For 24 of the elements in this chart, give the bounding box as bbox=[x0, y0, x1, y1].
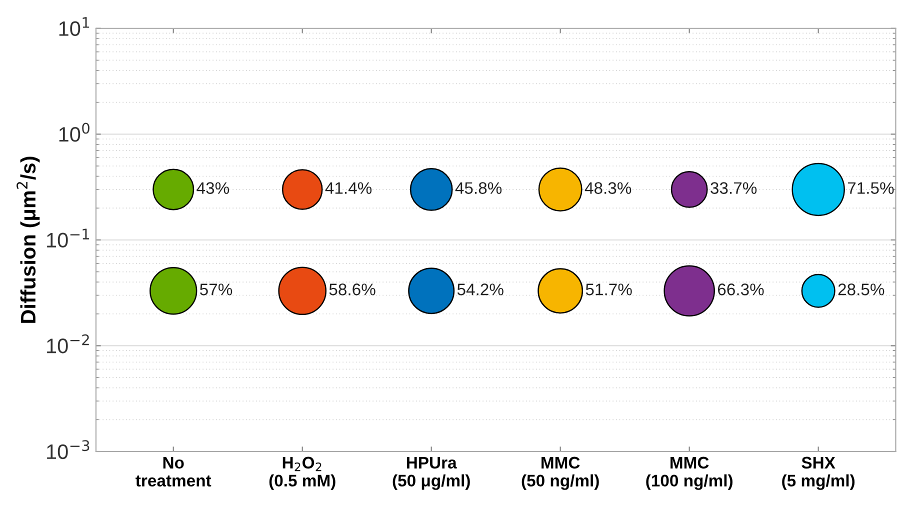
x-tick-label: SHX (5 mg/ml) bbox=[782, 456, 855, 490]
x-tick-label: HPUra (50 μg/ml) bbox=[392, 456, 470, 490]
annotation: 71.5% bbox=[848, 182, 894, 194]
x-tick-label: MMC (100 ng/ml) bbox=[646, 456, 732, 490]
annotation: 33.7% bbox=[710, 182, 757, 194]
annotation: 48.3% bbox=[584, 182, 632, 194]
x-tick-label: H$_{2}$O$_{2}$ (0.5 mM) bbox=[269, 456, 336, 490]
y-tick-label: 10$^{−3}$ bbox=[47, 440, 90, 460]
annotation: 66.3% bbox=[718, 284, 764, 296]
annotation: 28.5% bbox=[838, 284, 884, 296]
y-tick-label: 10$^{−1}$ bbox=[47, 228, 90, 248]
y-tick-label: 10$^{−2}$ bbox=[47, 334, 89, 354]
y-tick-label: 10$^{0}$ bbox=[59, 122, 90, 142]
x-tick-label: No treatment bbox=[136, 456, 212, 487]
y-axis-title: Diffusion (μm$^{2}$/s) bbox=[16, 156, 40, 323]
annotation: 58.6% bbox=[329, 284, 376, 296]
annotation: 51.7% bbox=[586, 284, 632, 296]
annotation: 43% bbox=[196, 182, 230, 194]
annotation: 57% bbox=[200, 284, 232, 296]
annotation: 41.4% bbox=[325, 182, 372, 194]
y-tick-label: 10$^{1}$ bbox=[59, 17, 90, 36]
annotation: 45.8% bbox=[455, 182, 502, 194]
annotation: 54.2% bbox=[457, 284, 504, 296]
x-tick-label: MMC (50 ng/ml) bbox=[522, 456, 599, 490]
